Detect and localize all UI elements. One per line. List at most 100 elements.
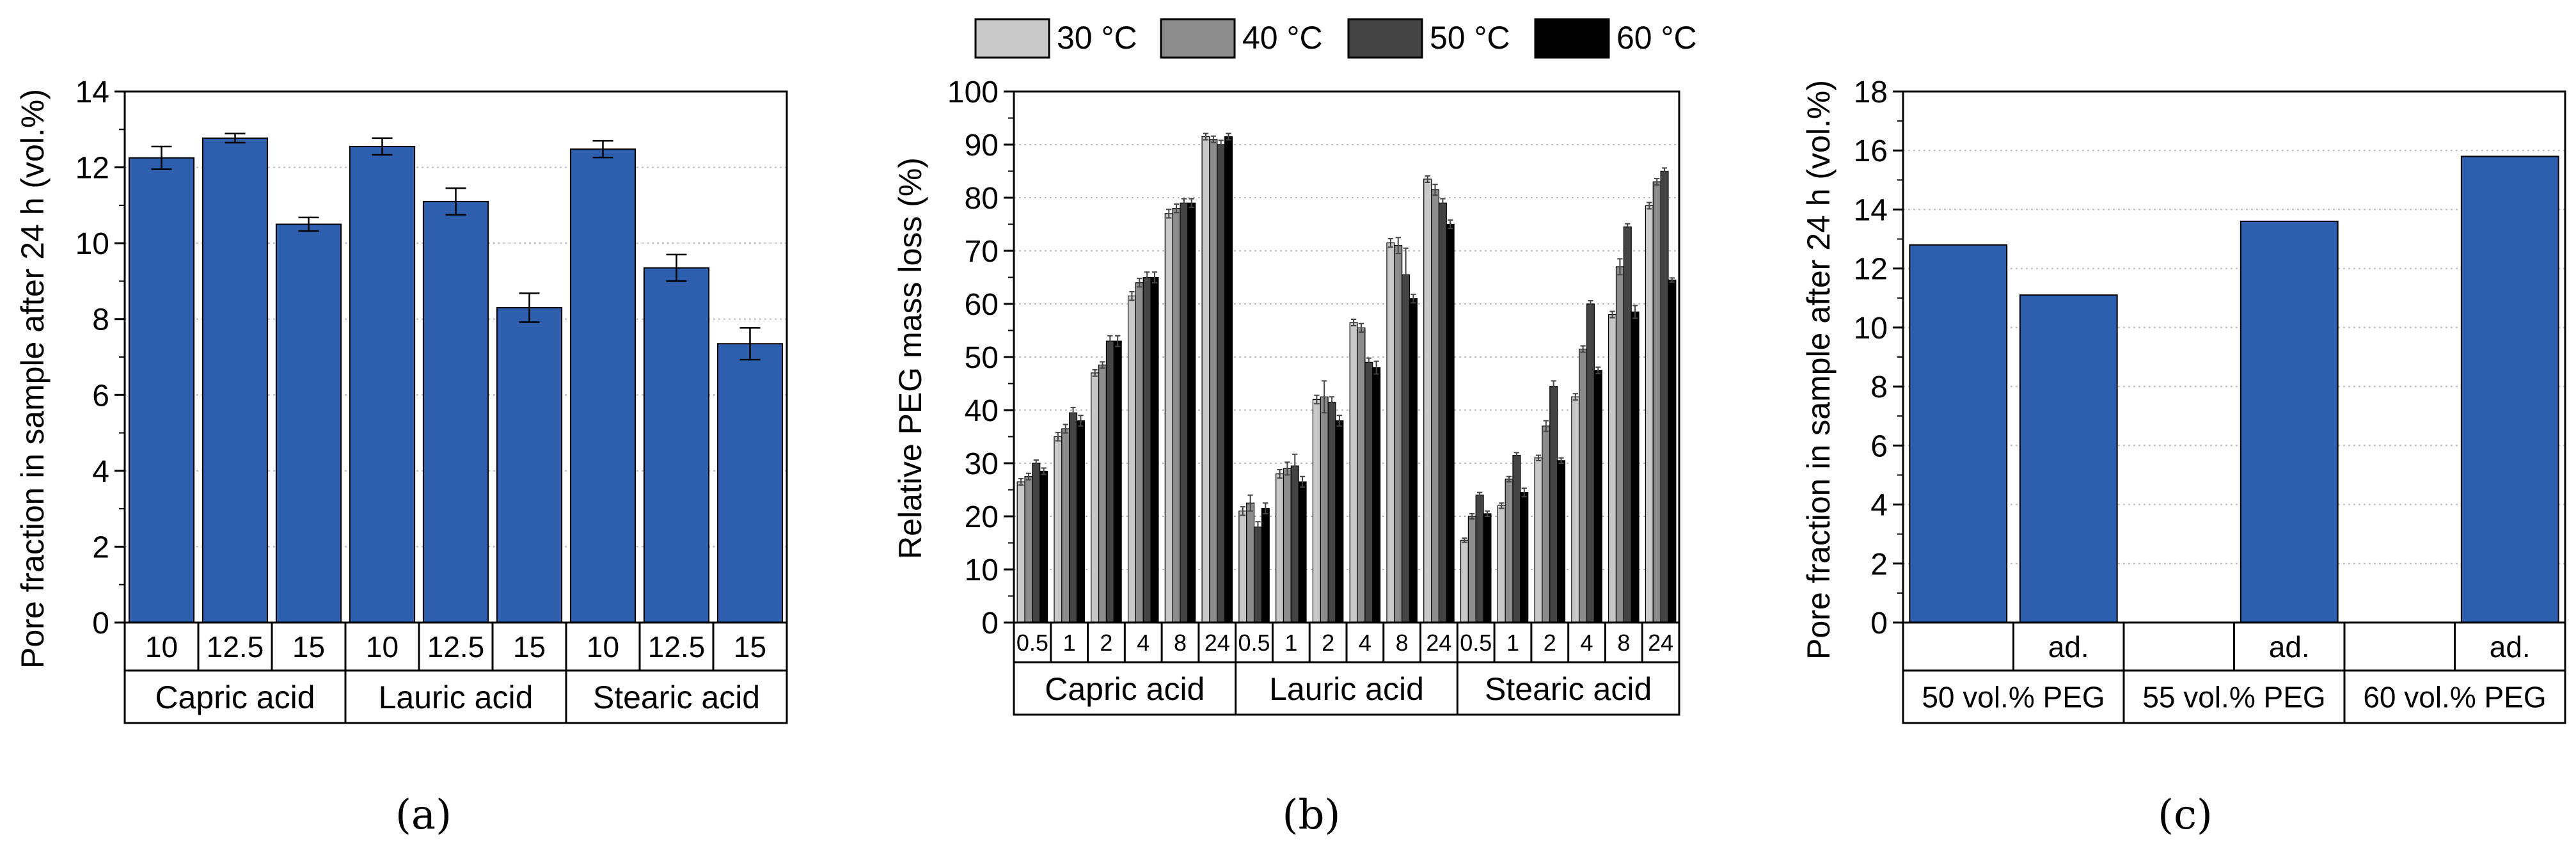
chart-b-error-bar	[1395, 237, 1401, 255]
chart-b-error-bar	[1033, 459, 1039, 467]
chart-c-bar	[2240, 220, 2339, 623]
chart-b-error-bar	[1506, 475, 1512, 483]
chart-b-bar	[1327, 401, 1336, 623]
chart-b-bar	[1076, 420, 1085, 623]
legend-swatch-40	[1160, 18, 1236, 59]
chart-a-ytick-label: 14	[75, 75, 109, 109]
chart-a-ytick-label: 8	[92, 303, 109, 337]
chart-b-error-bar	[1314, 394, 1320, 405]
chart-b-category-label: 2	[1544, 630, 1556, 656]
chart-b-error-bar	[1041, 467, 1047, 475]
legend-item-30: 30 °C	[974, 18, 1137, 59]
chart-b-error-bar	[1440, 198, 1446, 208]
chart-b-error-bar	[1448, 219, 1453, 230]
chart-b-bar	[1615, 266, 1624, 623]
chart-b-bar	[1430, 189, 1440, 623]
chart-b-bar	[1224, 136, 1233, 623]
chart-a-bar	[201, 137, 269, 623]
chart-b-group-label: Lauric acid	[1269, 671, 1424, 707]
chart-a-caption: (a)	[395, 791, 452, 839]
chart-b-error-bar	[1625, 223, 1631, 231]
chart-b-category-label: 1	[1284, 630, 1297, 656]
chart-b-ytick-label: 10	[965, 553, 999, 587]
chart-b-bar	[1298, 481, 1307, 623]
chart-a-bar	[569, 148, 636, 624]
chart-b-bar	[1668, 280, 1677, 623]
chart-c-category-label: ad.	[2048, 630, 2089, 663]
chart-b-bar	[1645, 205, 1654, 623]
chart-a-error-bar	[739, 327, 761, 361]
chart-b-error-bar	[1263, 502, 1268, 514]
chart-a-group-label: Stearic acid	[593, 679, 760, 715]
chart-b-bar	[1446, 223, 1455, 623]
chart-a-categories: 10 12.5 15 10 12.5 15 10 12.5 15 Capric acid Lauri…	[145, 630, 766, 715]
chart-b-bar	[1127, 295, 1136, 623]
chart-b-bar	[1150, 276, 1159, 623]
chart-b-ytick-label: 60	[965, 288, 999, 322]
chart-b-bar	[1512, 454, 1521, 623]
chart-b-bar	[1467, 516, 1476, 623]
chart-b-error-bar	[1387, 237, 1394, 248]
chart-a-category-label: 10	[587, 630, 619, 663]
chart-b-error-bar	[1107, 335, 1113, 347]
chart-a-ylabel: Pore fraction in sample after 24 h (vol.…	[15, 89, 51, 669]
chart-b-error-bar	[1366, 357, 1371, 367]
chart-b-error-bar	[1572, 393, 1578, 401]
chart-c-ytick-label: 14	[1854, 193, 1888, 227]
chart-a-category-label: 12.5	[207, 630, 264, 663]
chart-b-bar	[1423, 179, 1432, 623]
chart-b-bar	[1217, 144, 1226, 623]
chart-a-bar	[422, 200, 489, 623]
chart-c-group-label: 60 vol.% PEG	[2363, 681, 2546, 714]
chart-b-bar	[1069, 412, 1078, 623]
chart-b-bar	[1438, 202, 1447, 623]
chart-b-bar	[1187, 202, 1196, 623]
chart-b-error-bar	[1373, 360, 1379, 375]
chart-b-error-bar	[1462, 537, 1467, 543]
chart-a-bar	[275, 223, 342, 623]
chart-b-bar	[1201, 136, 1210, 623]
legend-item-60: 60 °C	[1534, 18, 1697, 59]
chart-b-bar	[1246, 502, 1255, 623]
chart-b-error-bar	[1322, 380, 1327, 414]
chart-b-bar	[1238, 511, 1247, 623]
chart-a-category-table	[123, 621, 788, 724]
chart-b-error-bar	[1173, 203, 1180, 214]
chart-c-ytick-label: 16	[1854, 134, 1888, 168]
chart-b-bar	[1290, 465, 1299, 623]
chart-b-error-bar	[1654, 178, 1660, 186]
chart-a-ytick-label: 6	[92, 379, 109, 413]
chart-b-bar	[1460, 539, 1469, 623]
chart-b-error-bar	[1513, 452, 1520, 459]
legend-label-60: 60 °C	[1616, 20, 1697, 56]
chart-a-category-label: 12.5	[427, 630, 485, 663]
chart-b-category-label: 0.5	[1460, 630, 1492, 656]
chart-b-category-label: 0.5	[1238, 630, 1270, 656]
chart-a-error-bar	[445, 187, 466, 216]
chart-b-bar	[1172, 208, 1181, 623]
chart-c-bars	[1909, 155, 2559, 623]
chart-b-bar	[1483, 513, 1492, 623]
chart-b-error-bar	[1166, 209, 1172, 219]
chart-b-error-bar	[1100, 361, 1105, 369]
chart-b-bar	[1180, 202, 1189, 623]
chart-a-bar	[496, 306, 563, 623]
chart-b-error-bar	[1588, 300, 1593, 308]
chart-b-bar	[1579, 348, 1588, 623]
chart-b-bar	[1409, 298, 1418, 623]
chart-b-error-bar	[1226, 132, 1231, 141]
chart-b-error-bar	[1617, 258, 1623, 276]
chart-b-ytick-label: 70	[965, 235, 999, 269]
chart-b-error-bar	[1247, 494, 1253, 512]
chart-b-bar	[1054, 436, 1063, 623]
chart-b-error-bar	[1189, 198, 1194, 208]
chart-b-category-label: 2	[1322, 630, 1334, 656]
chart-c-caption: (c)	[2158, 791, 2213, 839]
chart-b-error-bar	[1647, 202, 1652, 210]
legend-item-50: 50 °C	[1347, 18, 1510, 59]
chart-c-bar	[2460, 155, 2559, 623]
chart-b-bar	[1571, 396, 1580, 623]
chart-b-error-bar	[1284, 461, 1290, 476]
chart-b-caption: (b)	[1283, 791, 1341, 839]
